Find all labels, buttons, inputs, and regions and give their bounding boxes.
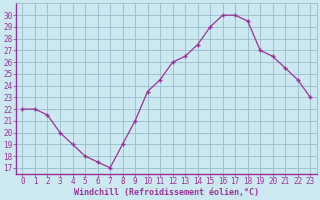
X-axis label: Windchill (Refroidissement éolien,°C): Windchill (Refroidissement éolien,°C) — [74, 188, 259, 197]
